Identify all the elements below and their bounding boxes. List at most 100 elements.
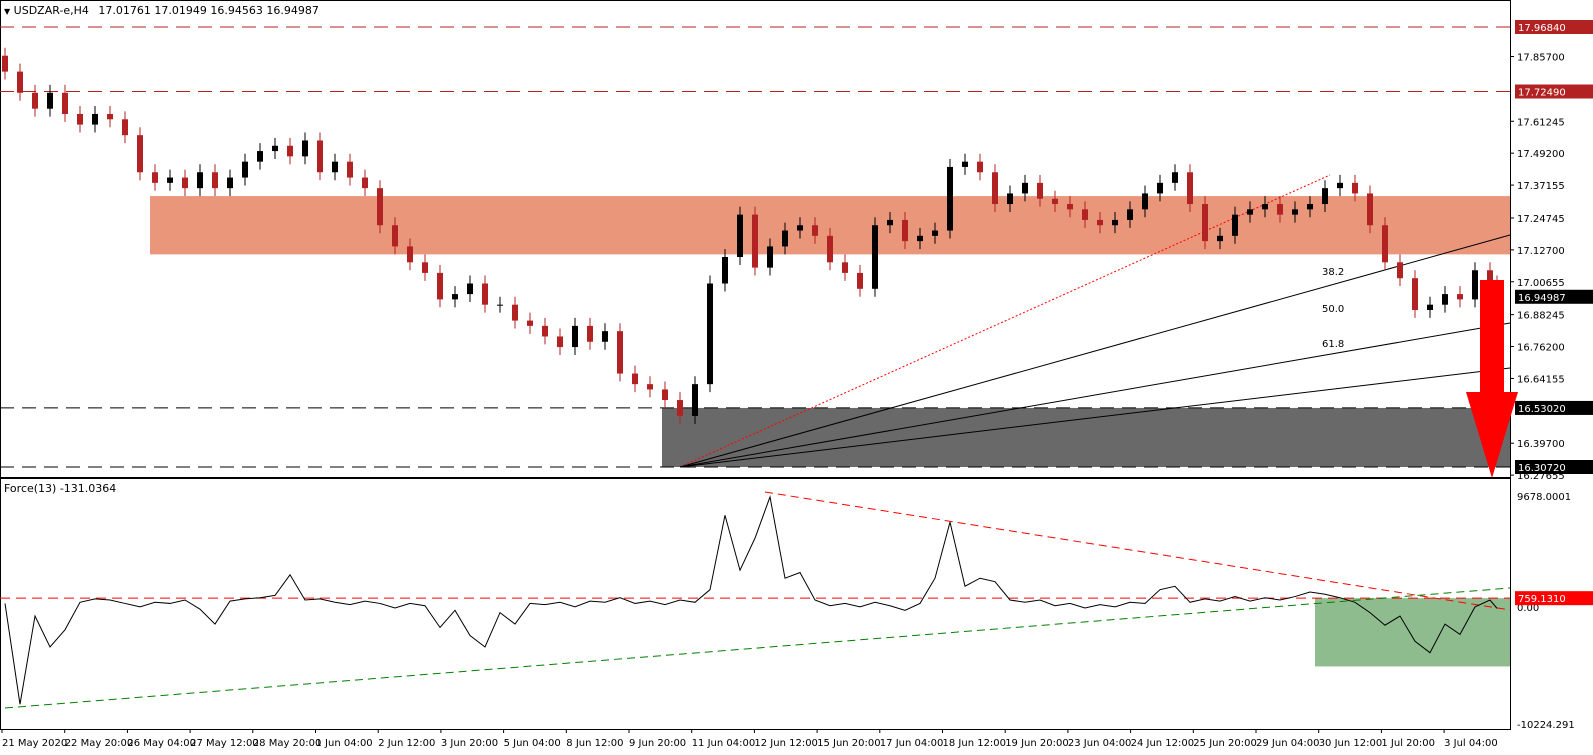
candle-body: [977, 161, 983, 173]
candle: [902, 211, 908, 250]
candle-body: [1322, 188, 1328, 205]
time-axis-label: 17 Jun 04:00: [880, 738, 944, 749]
candle: [602, 323, 608, 350]
candle: [857, 264, 863, 297]
candle-body: [182, 177, 188, 189]
candle: [1412, 270, 1418, 318]
force-panel-frame: [0, 478, 1511, 730]
candle: [647, 376, 653, 398]
time-axis-label: 15 Jun 20:00: [817, 738, 881, 749]
candle: [332, 153, 338, 181]
candle: [842, 254, 848, 281]
candle: [242, 153, 248, 186]
candle-body: [677, 400, 683, 416]
candle-body: [602, 331, 608, 342]
candle: [527, 312, 533, 334]
candle: [467, 275, 473, 303]
candle-body: [752, 214, 758, 268]
candle-body: [947, 166, 953, 231]
candle: [962, 153, 968, 175]
price-axis-label: 16.27655: [1517, 471, 1565, 482]
candle-body: [542, 325, 548, 337]
candle-body: [1022, 182, 1028, 194]
candle-body: [932, 230, 938, 236]
candle-body: [872, 225, 878, 289]
fibonacci-fan-label: 38.2: [1322, 267, 1344, 278]
time-axis-label: 27 May 12:00: [190, 738, 259, 749]
candle-body: [1052, 198, 1058, 205]
time-axis-label: 8 Jun 12:00: [566, 738, 623, 749]
level-price-tag: 17.72490: [1518, 87, 1566, 98]
candle-body: [317, 140, 323, 173]
candle-body: [1412, 278, 1418, 310]
candle: [47, 84, 53, 117]
candle: [752, 206, 758, 276]
price-chart[interactable]: 38.2 50.0 61.8: [0, 26, 1518, 478]
candle-body: [1367, 193, 1373, 226]
candle-body: [812, 225, 818, 236]
candle: [1037, 174, 1043, 207]
candle-body: [1037, 182, 1043, 199]
collapse-triangle-icon[interactable]: ▼: [4, 7, 11, 16]
candle: [1022, 174, 1028, 202]
candle-body: [827, 235, 833, 263]
candle-body: [992, 172, 998, 205]
force-index-line: [4, 494, 1498, 705]
candle-body: [1172, 172, 1178, 183]
candle-body: [1352, 182, 1358, 194]
candle-body: [662, 389, 668, 401]
candle: [437, 264, 443, 308]
candle: [1127, 201, 1133, 228]
candle: [1382, 217, 1388, 271]
force-level-tag: 759.1310: [1518, 594, 1566, 605]
candle: [557, 328, 563, 356]
candle-body: [377, 188, 383, 226]
candle: [1007, 185, 1013, 212]
force-index-panel[interactable]: [0, 491, 1511, 709]
candle: [17, 63, 23, 101]
level-price-tag: 16.30720: [1518, 463, 1566, 474]
candle-body: [1382, 225, 1388, 263]
candle: [812, 217, 818, 244]
candle-body: [422, 262, 428, 273]
force-indicator-label: Force(13) -131.0364: [4, 482, 117, 495]
candle: [422, 254, 428, 281]
fibonacci-fan-baseline: [679, 174, 1331, 468]
time-axis-label: 23 Jun 04:00: [1068, 738, 1132, 749]
price-axis-label: 16.64155: [1517, 374, 1565, 385]
candle-body: [272, 145, 278, 152]
candle: [1097, 211, 1103, 234]
candle-body: [122, 119, 128, 136]
candle-body: [1007, 193, 1013, 205]
candle: [1157, 174, 1163, 202]
price-axis-label: 17.49200: [1517, 149, 1565, 160]
candle-body: [767, 246, 773, 268]
candle-body: [1112, 219, 1118, 226]
candle: [62, 84, 68, 122]
current-price-tag: 16.94987: [1518, 293, 1566, 304]
candle: [1397, 254, 1403, 287]
level-price-tag-bg: [1515, 460, 1593, 474]
candle-body: [467, 283, 473, 295]
candle-body: [242, 161, 248, 178]
candle-body: [1097, 219, 1103, 226]
candle-body: [227, 177, 233, 189]
fibonacci-fan-line: [679, 367, 1511, 468]
price-axis-label: 17.85700: [1517, 53, 1565, 64]
force-level-tag-bg: [1515, 591, 1593, 606]
candle: [92, 106, 98, 133]
candle: [77, 106, 83, 133]
candle-body: [197, 172, 203, 189]
candle-body: [77, 113, 83, 125]
candle: [1052, 190, 1058, 212]
current-price-tag-bg: [1515, 289, 1593, 304]
candle-body: [857, 272, 863, 289]
candle: [197, 164, 203, 197]
chart-header: ▼ USDZAR-e,H4 17.01761 17.01949 16.94563…: [4, 4, 319, 17]
candle-body: [617, 331, 623, 374]
candle-body: [92, 113, 98, 125]
candle: [212, 164, 218, 197]
candle-body: [212, 172, 218, 189]
